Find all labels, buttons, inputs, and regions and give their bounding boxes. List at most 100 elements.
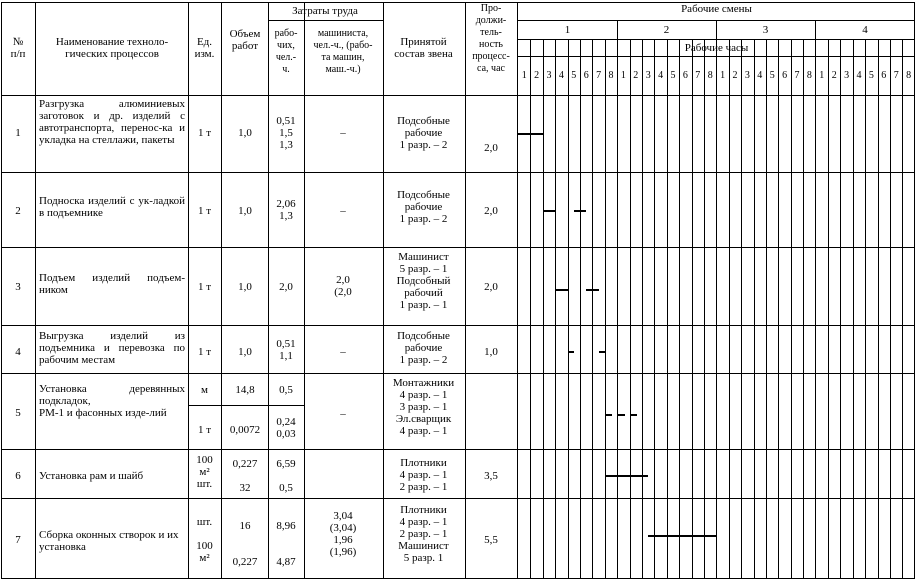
row-7-name: Сборка оконных створок и их установка <box>39 529 179 553</box>
frame-left <box>1 2 2 579</box>
row-6-num: 6 <box>15 470 21 482</box>
hour-rule <box>754 39 755 579</box>
hour-label: 5 <box>769 70 775 81</box>
hour-rule <box>741 39 742 579</box>
col-rule <box>35 2 36 579</box>
frame-top <box>1 2 915 3</box>
hour-label: 1 <box>720 70 726 81</box>
hour-label: 7 <box>893 70 899 81</box>
hour-label: 7 <box>596 70 602 81</box>
row-1-num: 1 <box>15 127 21 139</box>
gantt-bar-row-1 <box>518 133 543 135</box>
hour-label: 8 <box>906 70 912 81</box>
hour-rule <box>642 39 643 579</box>
header-labor-workers: рабо- чих, чел.- ч. <box>274 28 298 75</box>
gantt-bar-row-3 <box>555 289 568 291</box>
row-7-workers: 8,96 4,87 <box>276 520 296 568</box>
labor-subrule <box>268 20 383 21</box>
hour-rule <box>853 39 854 579</box>
hour-label: 3 <box>844 70 850 81</box>
hour-label: 6 <box>881 70 887 81</box>
row-7-num: 7 <box>15 534 21 546</box>
hour-label: 6 <box>583 70 589 81</box>
hour-label: 7 <box>695 70 701 81</box>
hour-label: 5 <box>670 70 676 81</box>
row-1-name: Разгрузка алюминиевых заготовок и др. из… <box>39 98 185 146</box>
row-5-volume-a: 14,8 <box>235 384 255 396</box>
row-5-num: 5 <box>15 407 21 419</box>
shift-rule <box>716 20 717 579</box>
row-5-machinist: – <box>340 408 346 420</box>
gantt-bar-row-6 <box>604 475 649 477</box>
hour-rule <box>654 39 655 579</box>
header-duration: Про- должи- тель- ность процесс- са, час <box>472 3 510 74</box>
row-4-workers: 0,51 1,1 <box>276 338 296 362</box>
hour-rule <box>704 39 705 579</box>
row-4-unit: 1 т <box>197 346 212 358</box>
row-3-workers: 2,0 <box>279 281 293 293</box>
shift-rule <box>815 20 816 579</box>
row-rule-3 <box>1 325 915 326</box>
col-rule <box>188 2 189 579</box>
gantt-bar-row-2 <box>542 210 556 212</box>
hour-rule <box>766 39 767 579</box>
frame-bottom <box>1 578 915 579</box>
row-2-crew: Подсобные рабочие 1 разр. – 2 <box>397 189 450 225</box>
header-shifts-title: Рабочие смены <box>681 3 752 15</box>
hour-label: 4 <box>558 70 564 81</box>
header-volume: Объем работ <box>229 28 261 52</box>
row-4-volume: 1,0 <box>238 346 252 358</box>
row-4-num: 4 <box>15 346 21 358</box>
hour-label: 2 <box>732 70 738 81</box>
shift-label-1: 1 <box>564 24 571 36</box>
hour-label: 7 <box>794 70 800 81</box>
hour-label: 5 <box>571 70 577 81</box>
gantt-bar-row-3 <box>586 289 599 291</box>
row-rule-6 <box>1 498 915 499</box>
col-rule <box>268 2 269 579</box>
row-4-duration: 1,0 <box>484 346 498 358</box>
row-2-unit: 1 т <box>197 205 212 217</box>
gantt-bar-row-2 <box>573 210 587 212</box>
row-4-machinist: – <box>340 346 346 358</box>
hour-rule <box>778 39 779 579</box>
hour-rule <box>878 39 879 579</box>
row-6-unit: 100 м² шт. <box>196 454 213 490</box>
gantt-bar-row-4 <box>598 351 605 353</box>
row-2-num: 2 <box>15 205 21 217</box>
shift-label-2: 2 <box>663 24 670 36</box>
row-1-workers: 0,51 1,5 1,3 <box>276 115 296 151</box>
hour-rule <box>568 39 569 579</box>
hour-label: 3 <box>546 70 552 81</box>
row-1-unit: 1 т <box>197 127 212 139</box>
row-5-volume-b: 0,0072 <box>229 424 261 436</box>
row-1-duration: 2,0 <box>484 142 498 154</box>
row-3-name: Подъем изделий подъем-ником <box>39 272 185 296</box>
hour-label: 4 <box>658 70 664 81</box>
hour-rule <box>803 39 804 579</box>
frame-right <box>914 2 915 579</box>
hour-rule <box>791 39 792 579</box>
row-rule-1 <box>1 172 915 173</box>
row-7-machinist: 3,04 (3,04) 1,96 (1,96) <box>329 510 357 558</box>
hour-rule <box>692 39 693 579</box>
gantt-bar-row-5 <box>604 414 613 416</box>
hour-rule <box>667 39 668 579</box>
gantt-bar-row-5 <box>630 414 638 416</box>
col-rule <box>465 2 466 579</box>
row-5-crew: Монтажники 4 разр. – 1 3 разр. – 1 Эл.св… <box>392 377 455 437</box>
hour-rule <box>865 39 866 579</box>
row-5-unit-b: 1 т <box>197 424 212 436</box>
row-2-volume: 1,0 <box>238 205 252 217</box>
hour-rule <box>530 39 531 579</box>
hour-label: 3 <box>744 70 750 81</box>
header-num: № п/п <box>10 36 26 60</box>
hour-label: 1 <box>620 70 626 81</box>
row-5-unit-a: м <box>201 384 208 396</box>
hour-label: 8 <box>806 70 812 81</box>
hour-label: 6 <box>782 70 788 81</box>
col-rule <box>221 2 222 579</box>
hour-label: 2 <box>633 70 639 81</box>
header-labor-machinist: машиниста, чел.-ч., (рабо- та машин, маш… <box>313 28 373 75</box>
